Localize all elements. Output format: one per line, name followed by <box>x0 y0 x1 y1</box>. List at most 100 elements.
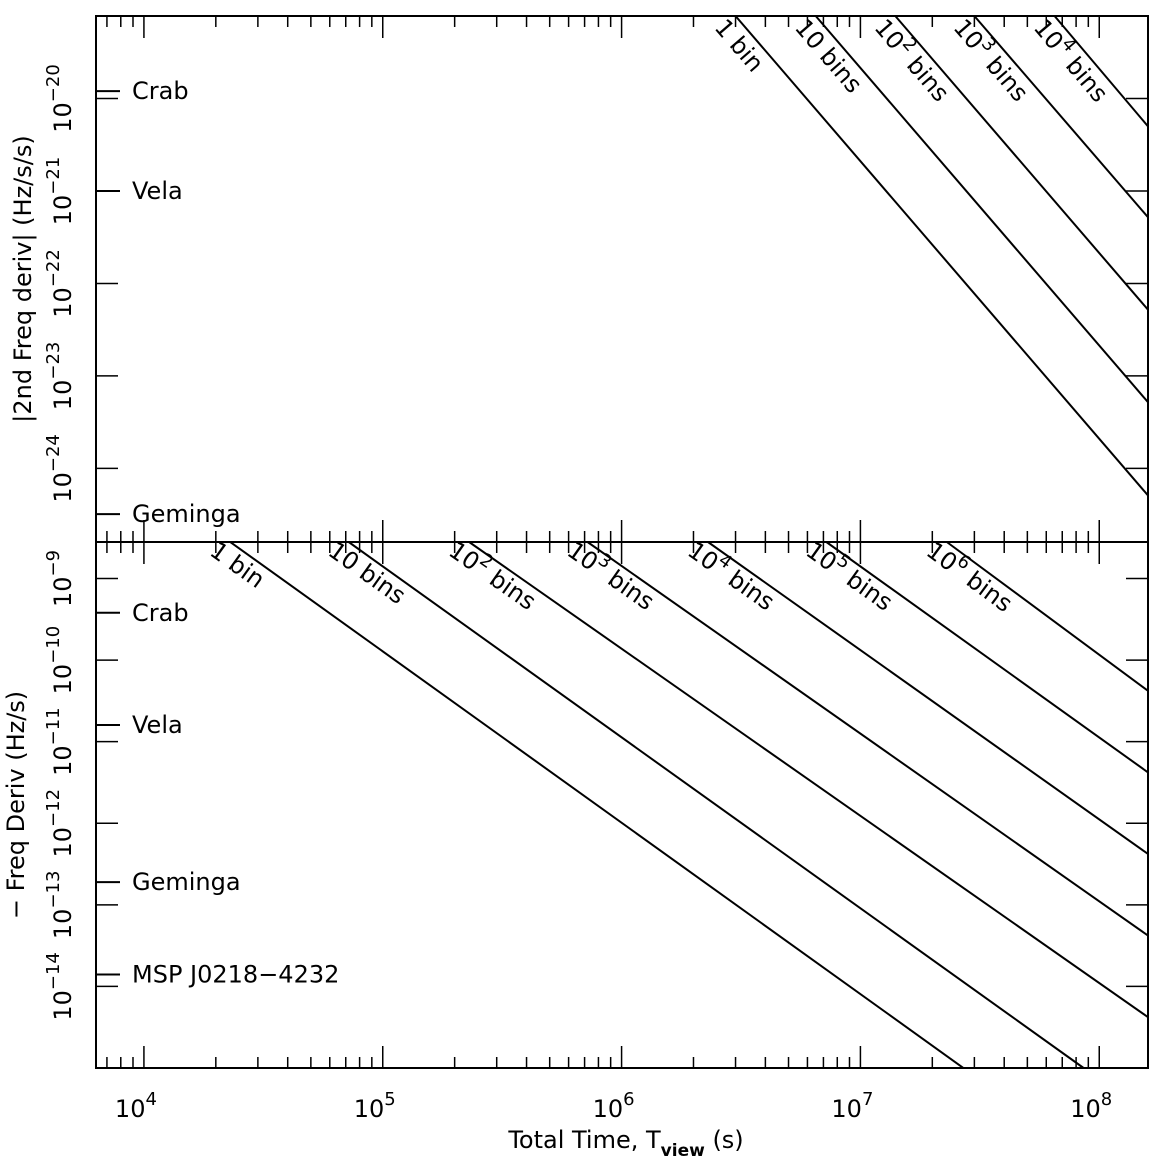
y-tick-label-base: 10 <box>49 990 77 1021</box>
x-tick-label-exponent: 5 <box>384 1089 395 1110</box>
pulsar-marker-label: Vela <box>132 177 183 205</box>
y-tick-label-exponent: −11 <box>43 707 64 745</box>
bottom-panel-frame <box>95 541 1149 1069</box>
y-tick-label: 10−23 <box>43 342 77 411</box>
series-line <box>1053 15 1149 127</box>
x-tick-label-base: 10 <box>115 1095 146 1123</box>
series-label-suffix: bins <box>955 561 1018 618</box>
y-tick-label: 10−9 <box>43 550 77 607</box>
y-tick-label-base: 10 <box>49 576 77 607</box>
y-tick-label-base: 10 <box>49 287 77 318</box>
y-tick-label: 10−12 <box>43 789 77 858</box>
series-line <box>707 541 1149 855</box>
x-tick-label-base: 10 <box>831 1095 862 1123</box>
y-tick-label-base: 10 <box>49 472 77 503</box>
y-tick-label-exponent: −14 <box>43 952 64 990</box>
y-tick-label-base: 10 <box>49 102 77 133</box>
y-tick-label-exponent: −20 <box>43 64 64 102</box>
series-label-suffix: bins <box>596 560 659 616</box>
series-label-main: 10 bins <box>323 536 411 610</box>
x-tick-label-exponent: 7 <box>862 1089 873 1110</box>
top-pulsar-markers: Crab Vela Geminga <box>96 77 241 528</box>
series-label-main: 10 bins <box>789 14 867 99</box>
series-line <box>229 541 965 1069</box>
x-tick-label: 107 <box>831 1089 873 1123</box>
y-tick-label-exponent: −21 <box>43 157 64 195</box>
series-label: 1 bin <box>205 536 270 594</box>
x-axis-label: Total Time, Tview (s) <box>507 1126 743 1161</box>
bottom-pulsar-markers: Crab Vela Geminga MSP J0218−4232 <box>96 599 339 988</box>
x-tick-label: 108 <box>1070 1089 1112 1123</box>
y-tick-label-base: 10 <box>49 664 77 695</box>
y-tick-label-base: 10 <box>49 380 77 411</box>
y-tick-label-exponent: −13 <box>43 871 64 909</box>
series-label: 10 bins <box>323 536 411 610</box>
x-tick-label-exponent: 6 <box>623 1089 634 1110</box>
series-label: 105 bins <box>801 532 901 617</box>
x-tick-label-base: 10 <box>354 1095 385 1123</box>
series-label: 10 bins <box>789 14 867 99</box>
y-tick-label: 10−22 <box>43 249 77 318</box>
series-label-suffix: bins <box>478 560 541 616</box>
series-label: 102 bins <box>444 532 544 616</box>
y-tick-label-exponent: −23 <box>43 342 64 380</box>
pulsar-marker-label: Crab <box>132 599 189 627</box>
series-line <box>586 541 1149 937</box>
x-tick-label: 104 <box>115 1089 157 1123</box>
series-label-suffix: bins <box>717 560 780 616</box>
x-axis-label-subscript: view <box>661 1141 705 1161</box>
bottom-y-axis-label: − Freq Deriv (Hz/s) <box>2 691 30 919</box>
top-panel-frame <box>95 15 1149 543</box>
x-tick-label: 106 <box>593 1089 635 1123</box>
series-label: 104 bins <box>683 532 783 616</box>
y-tick-label-base: 10 <box>49 745 77 776</box>
series-line <box>973 15 1149 218</box>
x-tick-label: 105 <box>354 1089 396 1123</box>
y-tick-label-exponent: −22 <box>43 249 64 287</box>
y-tick-label: 10−20 <box>43 64 77 133</box>
y-tick-label-base: 10 <box>49 909 77 940</box>
series-label-suffix: bins <box>835 561 898 617</box>
pulsar-marker-label: Vela <box>132 711 183 739</box>
y-tick-label-base: 10 <box>49 827 77 858</box>
series-line <box>348 541 1085 1069</box>
x-axis-label-unit: (s) <box>705 1126 744 1154</box>
x-tick-label-exponent: 4 <box>145 1089 156 1110</box>
y-tick-label-base: 10 <box>49 195 77 226</box>
y-tick-label: 10−10 <box>43 626 77 695</box>
x-tick-label-base: 10 <box>593 1095 624 1123</box>
pulsar-marker-label: Geminga <box>132 500 241 528</box>
y-tick-label-exponent: −12 <box>43 789 64 827</box>
series-line <box>894 15 1149 311</box>
series-line <box>734 15 1149 497</box>
series-label: 103 bins <box>562 532 662 616</box>
y-tick-label: 10−21 <box>43 157 77 226</box>
pulsar-marker-label: Crab <box>132 77 189 105</box>
series-line <box>825 541 1149 774</box>
series-label-main: 1 bin <box>205 536 270 594</box>
series-label: 106 bins <box>921 532 1020 618</box>
series-line <box>468 541 1149 1018</box>
y-tick-label: 10−24 <box>43 434 77 503</box>
x-tick-label-base: 10 <box>1070 1095 1101 1123</box>
y-tick-label-exponent: −10 <box>43 626 64 664</box>
series-line <box>814 15 1149 403</box>
x-axis-label-main: Total Time, T <box>507 1126 661 1154</box>
y-tick-label: 10−14 <box>43 952 77 1021</box>
y-tick-label: 10−11 <box>43 707 77 776</box>
y-tick-label-exponent: −24 <box>43 434 64 472</box>
y-tick-label-exponent: −9 <box>43 550 64 577</box>
pulsar-marker-label: MSP J0218−4232 <box>132 960 339 988</box>
y-tick-label: 10−13 <box>43 871 77 940</box>
pulsar-marker-label: Geminga <box>132 868 241 896</box>
series-line <box>946 541 1149 692</box>
top-y-axis-label: |2nd Freq deriv| (Hz/s/s) <box>9 135 37 422</box>
x-tick-label-exponent: 8 <box>1101 1089 1112 1110</box>
